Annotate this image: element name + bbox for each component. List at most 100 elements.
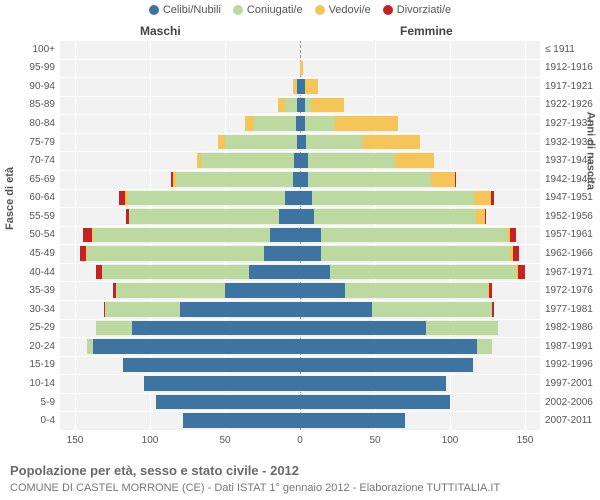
birth-label: 2002-2006 — [545, 397, 600, 408]
bar-male — [171, 172, 173, 187]
bar-male — [218, 135, 226, 150]
bar-female — [306, 135, 363, 150]
bar-female — [363, 135, 420, 150]
birth-label: 1917-1921 — [545, 81, 600, 92]
age-label: 80-84 — [15, 118, 55, 129]
legend-dot — [315, 5, 325, 15]
age-label: 55-59 — [15, 211, 55, 222]
age-row: 25-291982-1986 — [60, 319, 540, 338]
bar-female — [305, 116, 335, 131]
legend-item: Vedovi/e — [315, 4, 371, 16]
bar-male — [93, 228, 270, 243]
age-label: 45-49 — [15, 248, 55, 259]
bar-female — [300, 302, 372, 317]
bar-female — [300, 191, 312, 206]
birth-label: 1962-1966 — [545, 248, 600, 259]
bar-female — [308, 172, 431, 187]
bar-male — [119, 191, 125, 206]
bar-female — [312, 191, 474, 206]
birth-label: 1932-1936 — [545, 137, 600, 148]
age-label: 40-44 — [15, 267, 55, 278]
bar-male — [264, 246, 300, 261]
row-gridline — [60, 393, 540, 394]
row-gridline — [60, 96, 540, 97]
bar-female — [491, 191, 494, 206]
bar-male — [144, 376, 300, 391]
age-row: 40-441967-1971 — [60, 263, 540, 282]
bar-male — [197, 153, 202, 168]
age-row: 90-941917-1921 — [60, 77, 540, 96]
bar-female — [321, 228, 507, 243]
row-gridline — [60, 114, 540, 115]
bar-female — [300, 376, 446, 391]
bar-male — [245, 116, 254, 131]
bar-male — [285, 98, 297, 113]
age-label: 5-9 — [15, 397, 55, 408]
bar-male — [293, 172, 301, 187]
bar-female — [311, 98, 344, 113]
row-gridline — [60, 133, 540, 134]
age-row: 65-691942-1946 — [60, 170, 540, 189]
age-row: 0-42007-2011 — [60, 411, 540, 430]
age-row: 30-341977-1981 — [60, 300, 540, 319]
bar-male — [129, 209, 279, 224]
header-male: Maschi — [140, 24, 181, 38]
legend-label: Divorziati/e — [397, 4, 451, 16]
legend-dot — [383, 5, 393, 15]
bar-male — [87, 246, 264, 261]
bar-male — [270, 228, 300, 243]
bar-male — [128, 191, 286, 206]
x-tick: 0 — [297, 435, 303, 446]
bar-male — [249, 265, 300, 280]
row-gridline — [60, 207, 540, 208]
bar-male — [132, 321, 300, 336]
bar-male — [96, 321, 132, 336]
bar-female — [455, 172, 457, 187]
bar-male — [105, 302, 180, 317]
age-label: 70-74 — [15, 155, 55, 166]
legend-label: Coniugati/e — [247, 4, 303, 16]
bar-female — [476, 209, 485, 224]
bar-male — [102, 265, 249, 280]
age-label: 85-89 — [15, 99, 55, 110]
bar-male — [278, 98, 286, 113]
x-tick: 100 — [442, 435, 459, 446]
bar-male — [183, 413, 300, 428]
legend-label: Celibi/Nubili — [163, 4, 221, 16]
x-tick: 150 — [67, 435, 84, 446]
age-label: 25-29 — [15, 322, 55, 333]
birth-label: 1967-1971 — [545, 267, 600, 278]
bar-male — [113, 283, 116, 298]
bar-male — [86, 246, 88, 261]
bar-male — [104, 302, 106, 317]
row-gridline — [60, 40, 540, 41]
bar-female — [345, 283, 488, 298]
bar-female — [300, 61, 303, 76]
bar-male — [96, 265, 102, 280]
bar-female — [372, 302, 492, 317]
row-gridline — [60, 59, 540, 60]
age-label: 10-14 — [15, 378, 55, 389]
row-gridline — [60, 337, 540, 338]
bar-female — [314, 209, 476, 224]
header-female: Femmine — [400, 24, 453, 38]
birth-label: 1922-1926 — [545, 99, 600, 110]
bar-female — [300, 321, 426, 336]
age-row: 5-92002-2006 — [60, 393, 540, 412]
population-pyramid-chart: Celibi/Nubili Coniugati/e Vedovi/e Divorzia… — [0, 0, 600, 500]
bar-female — [300, 395, 450, 410]
birth-label: 1952-1956 — [545, 211, 600, 222]
legend-dot — [149, 5, 159, 15]
bar-female — [300, 283, 345, 298]
age-label: 50-54 — [15, 229, 55, 240]
bar-female — [510, 228, 516, 243]
bar-female — [300, 358, 473, 373]
birth-label: 1992-1996 — [545, 359, 600, 370]
birth-label: 1942-1946 — [545, 174, 600, 185]
legend: Celibi/Nubili Coniugati/e Vedovi/e Divorzia… — [0, 4, 600, 16]
bar-male — [87, 339, 93, 354]
row-gridline — [60, 411, 540, 412]
chart-title: Popolazione per età, sesso e stato civil… — [10, 463, 299, 478]
bar-female — [305, 79, 319, 94]
age-row: 85-891922-1926 — [60, 96, 540, 115]
